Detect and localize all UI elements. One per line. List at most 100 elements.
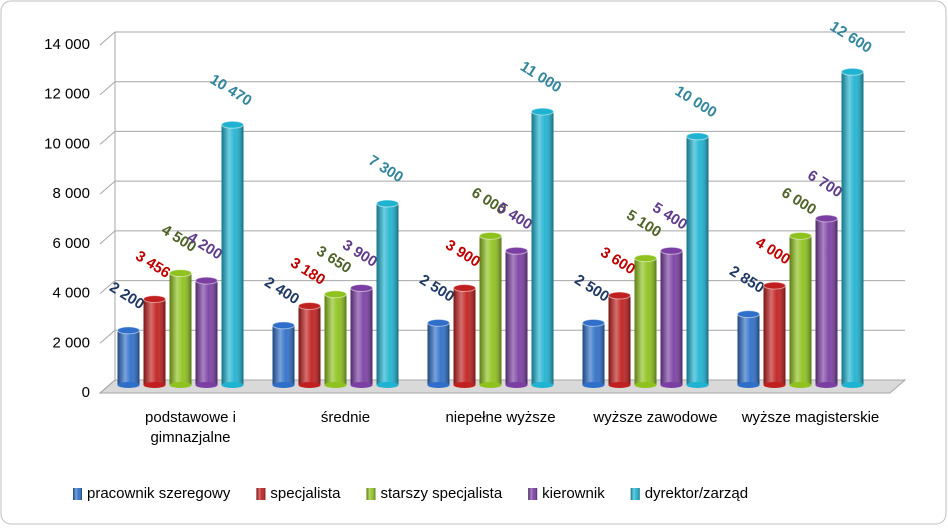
- legend-label: kierownik: [542, 485, 605, 502]
- y-tick-label: 12 000: [44, 86, 90, 103]
- bar-bottom: [608, 382, 631, 388]
- bar-top: [272, 321, 295, 330]
- bar-shade: [763, 285, 786, 385]
- bar-shade: [169, 273, 192, 385]
- bar-top: [117, 326, 140, 335]
- bar-top: [298, 301, 321, 310]
- grid-line: [99, 180, 905, 195]
- bar-bottom: [763, 382, 786, 388]
- bar-shade: [427, 322, 450, 385]
- y-tick-label: 8 000: [52, 185, 90, 202]
- bar-shade: [195, 280, 218, 385]
- bar-top: [582, 318, 605, 327]
- bar-shade: [634, 258, 657, 385]
- x-tick-label: wyższe zawodowe: [593, 409, 718, 426]
- grid-line: [99, 130, 905, 145]
- bar-top: [686, 132, 709, 141]
- bar-shade: [272, 325, 295, 385]
- bar-shade: [350, 288, 373, 385]
- bar-bottom: [324, 382, 347, 388]
- x-tick-label: wyższe magisterskie: [741, 409, 880, 426]
- legend-swatch-shade: [73, 488, 82, 500]
- legend-label: pracownik szeregowy: [87, 485, 231, 502]
- bar-bottom: [634, 382, 657, 388]
- bar-top: [763, 281, 786, 290]
- bar-bottom: [298, 382, 321, 388]
- bar-bottom: [143, 382, 166, 388]
- bar-bottom: [376, 382, 399, 388]
- bar-shade: [298, 305, 321, 385]
- x-tick-label: podstawowe i gimnazjalne: [145, 409, 236, 446]
- x-tick-label: niepełne wyższe: [445, 409, 556, 426]
- legend-swatch-shade: [366, 488, 376, 500]
- bar-bottom: [453, 382, 476, 388]
- y-tick-label: 10 000: [44, 135, 90, 152]
- bar-top: [479, 231, 502, 240]
- bar-bottom: [686, 382, 709, 388]
- bar-shade: [221, 124, 244, 385]
- bar-bottom: [737, 382, 760, 388]
- grid-line: [99, 31, 905, 46]
- bar-shade: [841, 71, 864, 386]
- bar-bottom: [479, 382, 502, 388]
- bar-shade: [324, 294, 347, 385]
- bar-top: [841, 67, 864, 76]
- bar-top: [195, 276, 218, 285]
- grid-line: [99, 81, 905, 96]
- bar-top: [505, 246, 528, 255]
- bar-shade: [686, 136, 709, 385]
- bar-top: [815, 214, 838, 223]
- bar-shade: [376, 203, 399, 385]
- bar-shade: [815, 218, 838, 385]
- bar-top: [350, 284, 373, 293]
- bar-shade: [505, 250, 528, 385]
- y-tick-label: 4 000: [52, 285, 90, 302]
- bar-shade: [143, 299, 166, 385]
- bar-bottom: [815, 382, 838, 388]
- legend-label: specjalista: [270, 485, 341, 502]
- y-tick-label: 2 000: [52, 334, 90, 351]
- bar-bottom: [272, 382, 295, 388]
- legend-swatch-shade: [256, 488, 266, 500]
- bar-shade: [479, 235, 502, 385]
- bar-top: [789, 231, 812, 240]
- bar-top: [660, 246, 683, 255]
- bar-shade: [789, 235, 812, 385]
- legend-label: dyrektor/zarząd: [645, 485, 748, 502]
- bar-top: [737, 310, 760, 319]
- legend-label: starszy specjalista: [380, 485, 502, 502]
- bar-top: [634, 254, 657, 263]
- bar-bottom: [350, 382, 373, 388]
- bar-top: [143, 295, 166, 304]
- bar-top: [427, 318, 450, 327]
- bar-top: [324, 290, 347, 299]
- y-tick-label: 6 000: [52, 235, 90, 252]
- bar-shade: [660, 250, 683, 385]
- bar-bottom: [221, 382, 244, 388]
- bar-bottom: [117, 382, 140, 388]
- bar-bottom: [505, 382, 528, 388]
- bar-bottom: [841, 382, 864, 388]
- bar-bottom: [195, 382, 218, 388]
- bar-shade: [531, 111, 554, 386]
- bar-bottom: [531, 382, 554, 388]
- bar-shade: [117, 330, 140, 385]
- bar-top: [221, 120, 244, 129]
- bar-bottom: [582, 382, 605, 388]
- bar-top: [531, 107, 554, 116]
- bar-shade: [737, 314, 760, 385]
- bar-top: [453, 284, 476, 293]
- bar-shade: [582, 322, 605, 385]
- x-tick-label: średnie: [320, 409, 371, 426]
- legend-swatch-shade: [630, 488, 640, 500]
- bar-bottom: [789, 382, 812, 388]
- grid-line: [99, 230, 905, 245]
- bar-bottom: [169, 382, 192, 388]
- bar-top: [169, 269, 192, 278]
- bar-shade: [453, 288, 476, 385]
- y-tick-label: 14 000: [44, 36, 90, 53]
- legend-swatch-shade: [528, 488, 538, 500]
- bar-bottom: [660, 382, 683, 388]
